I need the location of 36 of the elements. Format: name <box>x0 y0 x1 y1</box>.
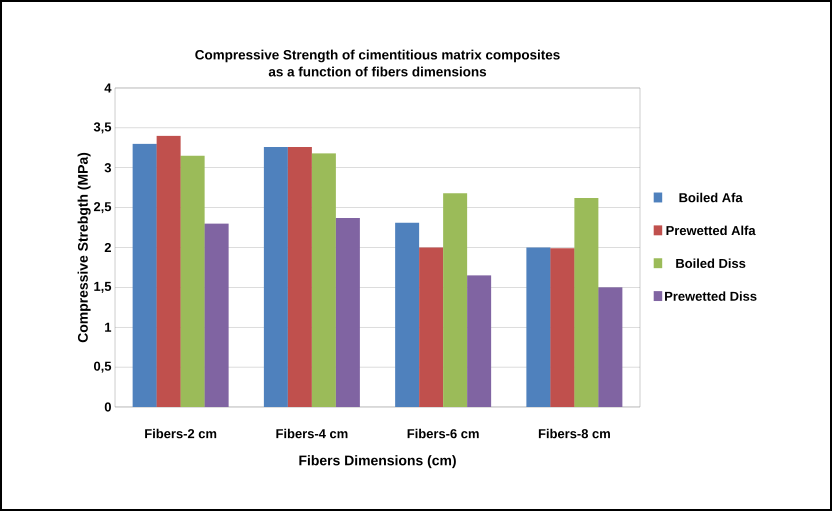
bar <box>526 247 550 407</box>
bar <box>312 153 336 407</box>
bar <box>288 147 312 407</box>
bar <box>443 193 468 407</box>
bar <box>132 144 157 407</box>
y-tick-label: 3 <box>104 163 112 172</box>
legend-label: Prewetted Diss <box>665 291 756 301</box>
y-tick-label: 4 <box>104 84 112 92</box>
x-tick-label: Fibers-2 cm <box>145 428 216 438</box>
bar <box>336 218 360 407</box>
y-axis-title: Compressive Strebgth (MPa) <box>78 152 91 342</box>
bar <box>395 222 420 407</box>
y-tick-label: 2,5 <box>94 202 112 214</box>
bar <box>550 248 574 407</box>
y-tick-label: 1 <box>105 322 112 332</box>
y-tick-label: 0 <box>104 402 111 412</box>
legend-label: Boiled Diss <box>676 258 746 268</box>
bar <box>574 198 598 407</box>
chart-title: Compressive Strength of cimentitious matrix composites as a function of fibers dimensions <box>195 50 560 76</box>
bar <box>156 136 181 407</box>
legend-label: Boiled Afa <box>679 192 743 202</box>
y-tick-label: 3,5 <box>94 122 112 134</box>
bar <box>264 147 288 407</box>
y-tick-label: 0,5 <box>94 362 112 373</box>
bar <box>419 247 444 407</box>
bar <box>204 224 229 407</box>
bar <box>180 156 205 407</box>
x-tick-label: Fibers-6 cm <box>408 428 479 438</box>
legend-label: Prewetted Alfa <box>666 226 756 236</box>
bar <box>467 275 492 407</box>
bar <box>598 287 622 407</box>
y-tick-label: 1,5 <box>94 282 112 293</box>
x-tick-label: Fibers-4 cm <box>276 428 348 438</box>
x-axis-title: Fibers Dimensions (cm) <box>299 455 456 468</box>
y-tick-label: 2 <box>104 242 111 252</box>
x-tick-label: Fibers-8 cm <box>538 428 610 438</box>
